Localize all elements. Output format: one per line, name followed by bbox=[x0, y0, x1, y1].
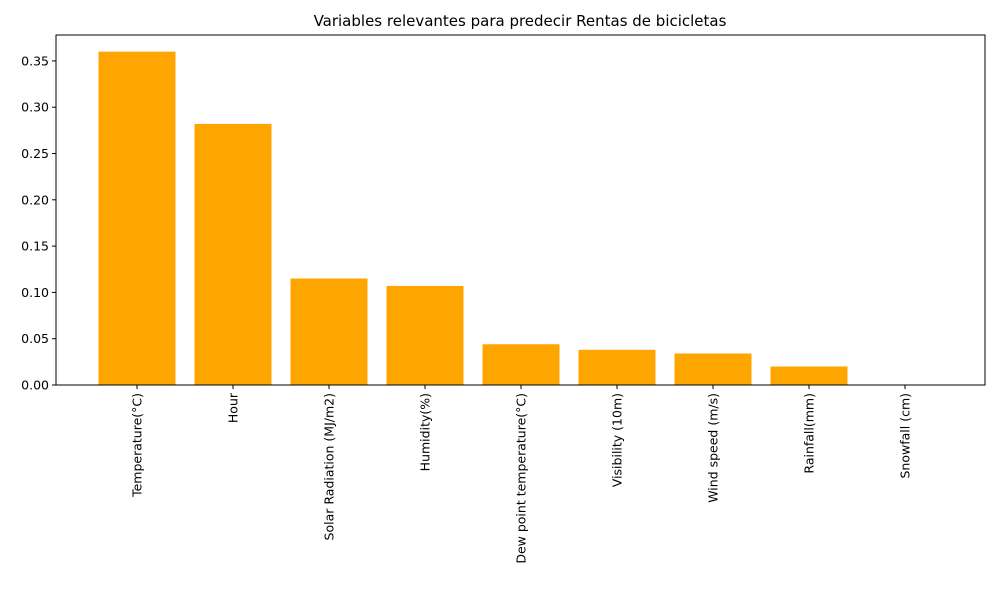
bar-7 bbox=[770, 366, 848, 385]
x-category-label: Temperature(°C) bbox=[130, 393, 145, 498]
bar-2 bbox=[290, 278, 368, 385]
bar-5 bbox=[578, 349, 656, 385]
x-axis: Temperature(°C) Hour Solar Radiation (MJ/m… bbox=[130, 385, 913, 564]
bars-group bbox=[98, 51, 848, 386]
bar-3 bbox=[386, 285, 464, 385]
x-category-label: Snowfall (cm) bbox=[898, 393, 913, 479]
y-tick-label: 0.35 bbox=[21, 53, 49, 68]
y-tick-label: 0.25 bbox=[21, 146, 49, 161]
y-tick-label: 0.00 bbox=[21, 378, 49, 393]
y-tick-label: 0.05 bbox=[21, 331, 49, 346]
x-category-label: Hour bbox=[226, 392, 241, 423]
x-category-label: Solar Radiation (MJ/m2) bbox=[322, 393, 337, 540]
y-tick-label: 0.20 bbox=[21, 192, 49, 207]
bar-4 bbox=[482, 344, 560, 385]
x-category-label: Wind speed (m/s) bbox=[706, 393, 721, 503]
x-category-label: Visibility (10m) bbox=[610, 393, 625, 487]
plot-frame bbox=[55, 34, 986, 386]
y-tick-label: 0.10 bbox=[21, 285, 49, 300]
bar-0 bbox=[98, 51, 176, 386]
x-category-label: Humidity(%) bbox=[418, 393, 433, 471]
chart-title: Variables relevantes para predecir Renta… bbox=[314, 12, 727, 30]
x-category-label: Dew point temperature(°C) bbox=[514, 393, 529, 564]
x-category-label: Rainfall(mm) bbox=[802, 393, 817, 474]
y-tick-label: 0.15 bbox=[21, 239, 49, 254]
bar-6 bbox=[674, 353, 752, 385]
y-axis: 0.00 0.05 0.10 0.15 0.20 0.25 0.30 0.35 bbox=[21, 53, 56, 393]
bar-1 bbox=[194, 123, 272, 385]
y-tick-label: 0.30 bbox=[21, 100, 49, 115]
